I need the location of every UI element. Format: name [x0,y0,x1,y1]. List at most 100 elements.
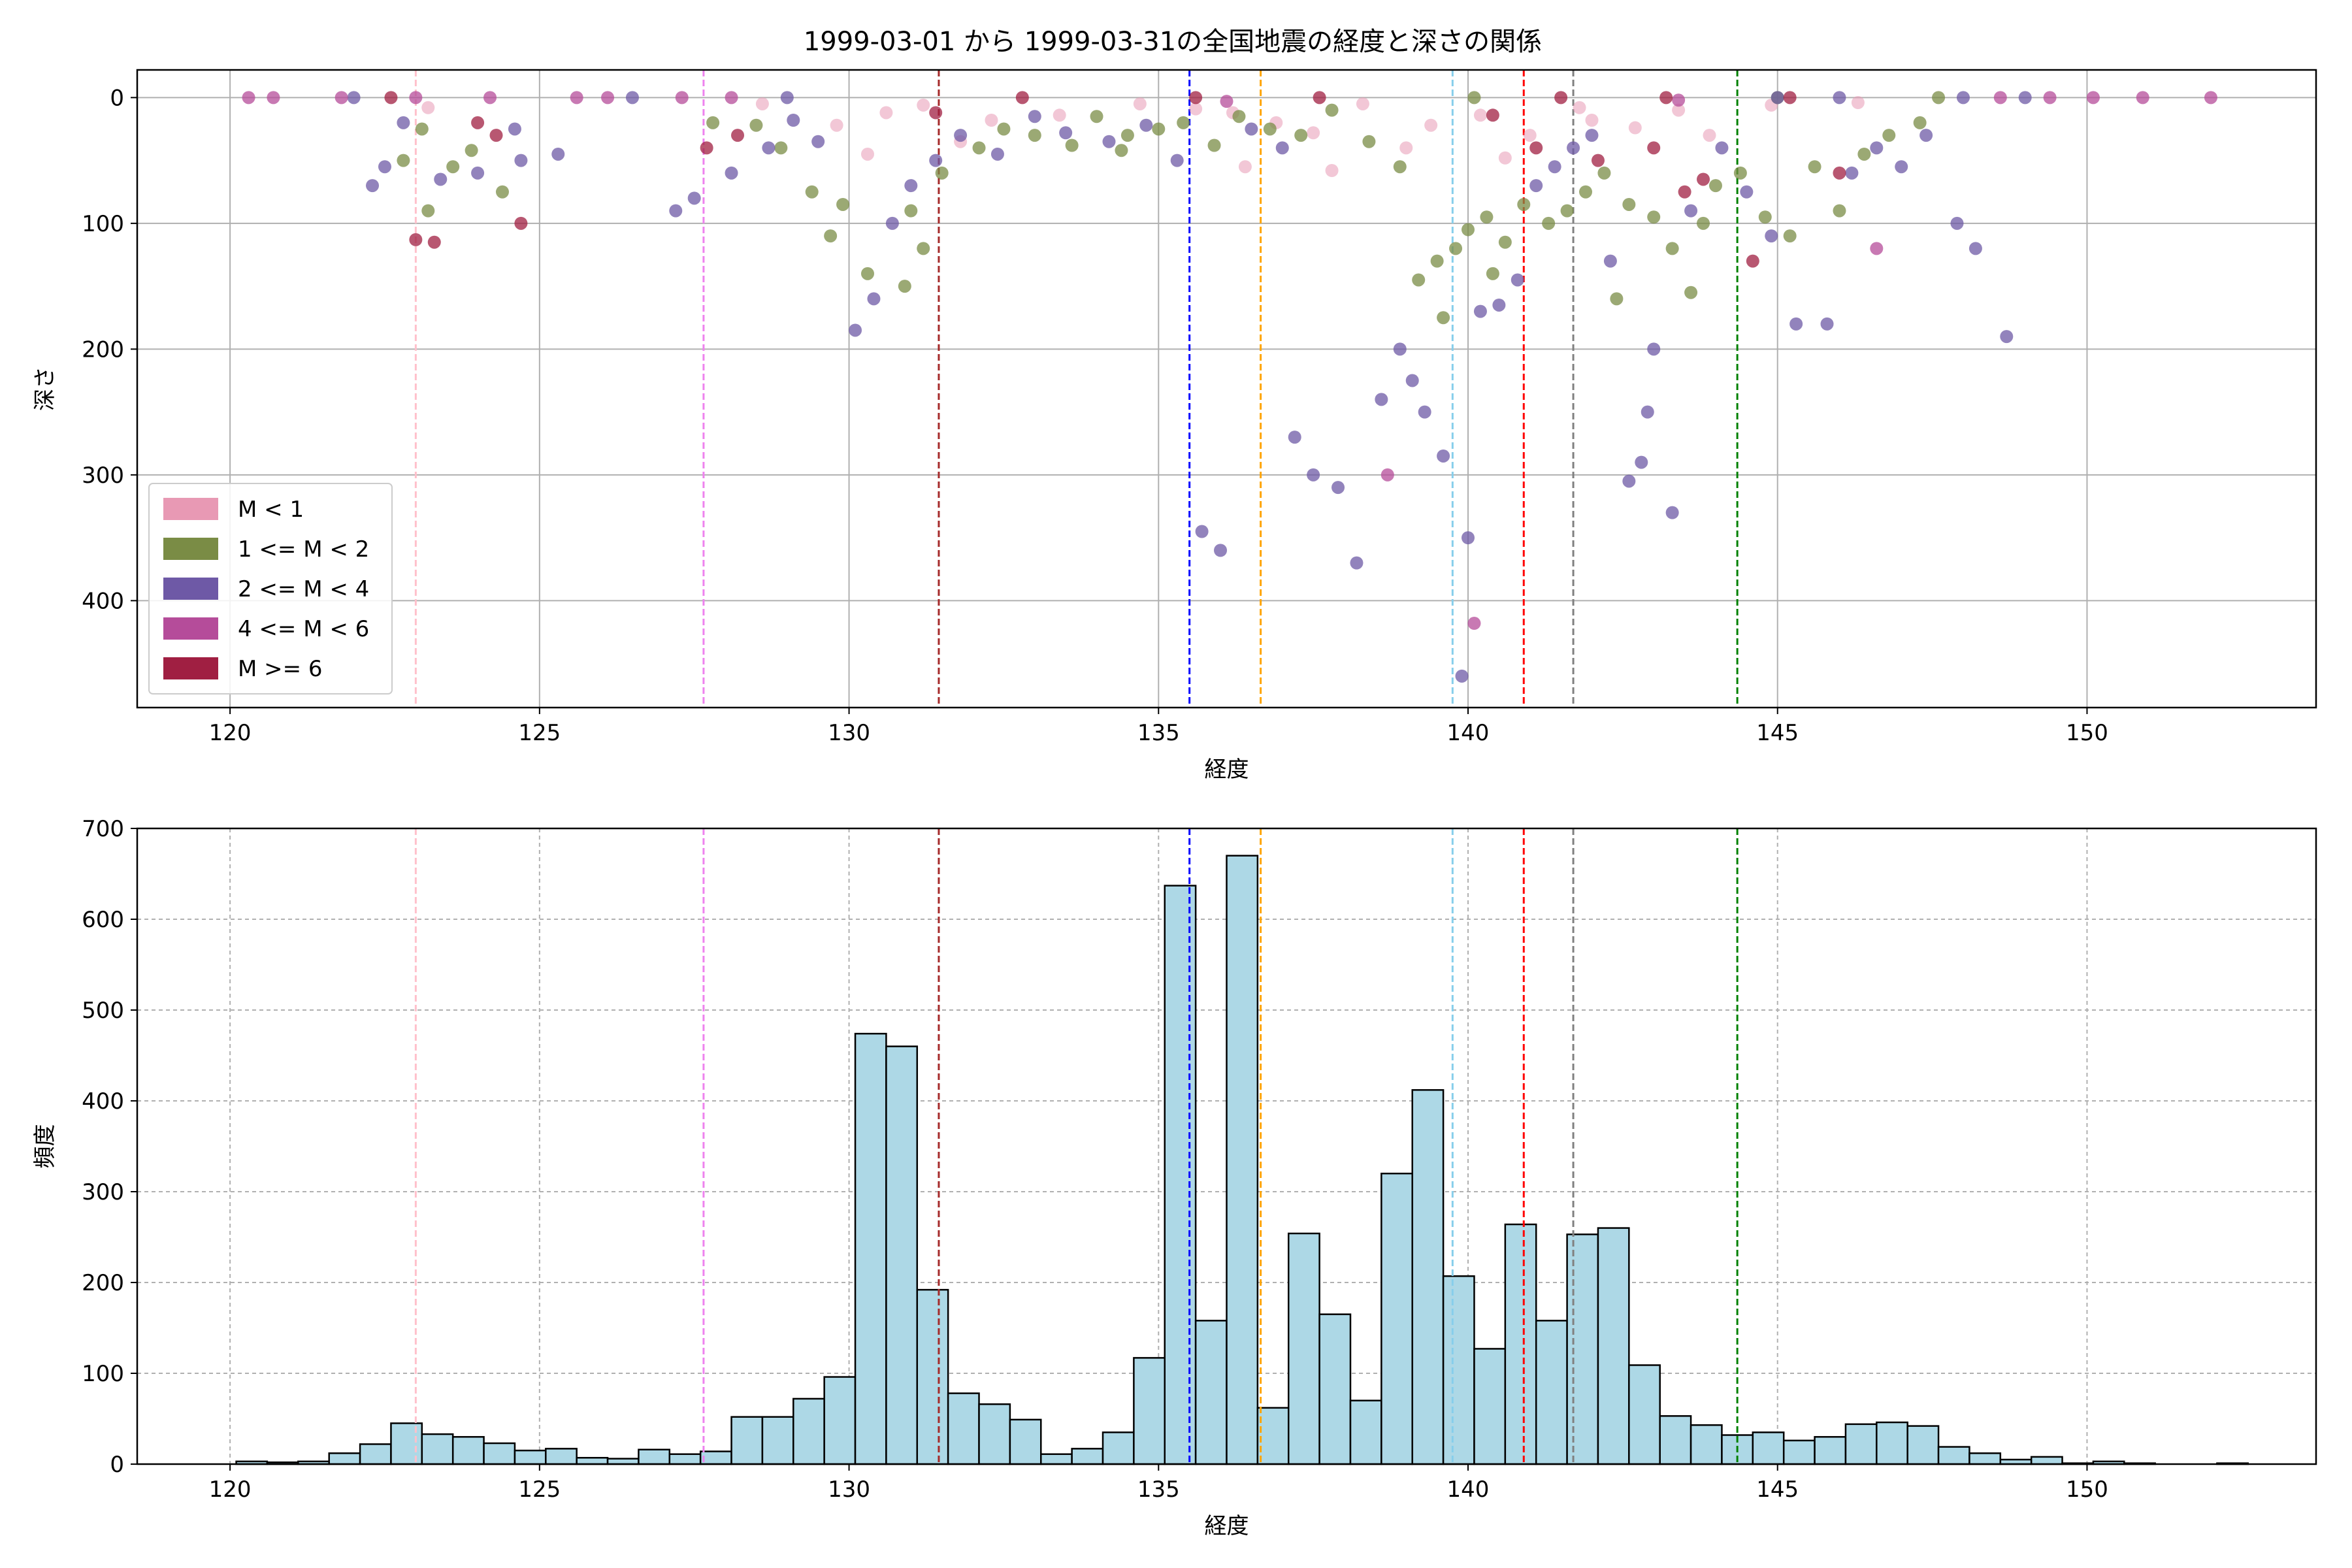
y-tick-label: 600 [82,907,124,933]
x-tick-label: 150 [2066,1477,2108,1503]
scatter-point [434,172,448,186]
scatter-point [1635,455,1648,469]
scatter-point [1362,135,1376,148]
scatter-point [1486,108,1499,122]
scatter-point [954,129,968,142]
x-axis-label: 経度 [1205,1513,1249,1539]
scatter-point [1480,210,1494,224]
scatter-point [1189,91,1203,105]
histogram-bar [1628,1364,1661,1465]
scatter-point [898,280,911,293]
scatter-point [1325,164,1339,178]
y-tick-label: 400 [82,588,124,614]
scatter-point [687,191,701,205]
legend-swatch [163,578,218,600]
histogram-bar [1194,1320,1228,1465]
histogram-bar [916,1288,949,1465]
scatter-point [2043,91,2057,105]
scatter-point [1028,110,1041,123]
scatter-point [1529,179,1543,193]
histogram-bar [606,1458,640,1465]
y-axis-label: 頻度 [32,1124,58,1169]
scatter-point [1659,91,1673,105]
scatter-point [1492,298,1506,312]
scatter-point [1895,160,1908,174]
histogram-bar [1287,1232,1320,1465]
scatter-point [570,91,583,105]
scatter-point [421,101,435,114]
scatter-point [1567,141,1580,155]
y-axis-label: 深さ [32,367,58,411]
legend-swatch [163,538,218,560]
scatter-point [997,122,1011,136]
scatter-point [1554,91,1568,105]
scatter-point [1950,216,1964,230]
scatter-point [1870,141,1884,155]
scatter-point [1820,317,1834,331]
scatter-point [1808,160,1821,174]
scatter-point [1708,179,1722,193]
x-tick-label: 135 [1137,720,1180,746]
scatter-point [1548,160,1561,174]
scatter-point [2086,91,2100,105]
scatter-point [1697,216,1710,230]
scatter-point [700,141,713,155]
histogram-bar [1473,1348,1507,1465]
histogram-bar [1442,1275,1475,1465]
scatter-point [1511,273,1524,287]
scatter-point [514,154,528,167]
scatter-point [1053,108,1066,122]
scatter-point [446,160,460,174]
legend-box [148,483,393,694]
histogram-bar [638,1448,671,1465]
legend-label: 1 <= M < 2 [238,536,369,563]
histogram-bar [1906,1425,1940,1465]
scatter-point [787,114,800,127]
scatter-point [465,144,478,157]
scatter-point [1437,449,1450,463]
scatter-point [780,91,794,105]
x-tick-label: 145 [1756,1477,1799,1503]
scatter-series [384,91,1846,268]
histogram-bar [1318,1313,1352,1465]
histogram-bar [947,1392,980,1465]
scatter-point [1232,110,1246,123]
scatter-point [904,204,918,218]
scatter-point [805,185,819,199]
y-tick-label: 500 [82,998,124,1024]
scatter-point [1956,91,1970,105]
scatter-point [1375,393,1388,406]
scatter-point [811,135,825,148]
histogram-bar [1256,1407,1290,1465]
scatter-point [1542,216,1556,230]
scatter-point [917,98,930,112]
histogram-bar [885,1045,919,1465]
axes-frame [136,69,2317,709]
scatter-point [1603,254,1617,268]
scatter-point [1307,468,1320,482]
scatter-point [1641,405,1654,419]
scatter-point [879,106,893,120]
legend-label: M >= 6 [238,656,323,682]
scatter-point [1015,91,1029,105]
histogram-bar [1164,885,1197,1465]
y-tick-label: 200 [82,336,124,363]
scatter-point [415,122,429,136]
x-tick-label: 150 [2066,720,2108,746]
scatter-point [1473,108,1487,122]
scatter-point [1684,204,1698,218]
scatter-point [384,91,398,105]
scatter-point [1647,210,1661,224]
scatter-point [1833,91,1846,105]
scatter-point [1560,204,1574,218]
histogram-plot: 120 125 130 135 140 145 150 0 100 200 300 400 500 600… [32,816,2317,1539]
scatter-point [725,166,738,180]
histogram-bar [576,1457,609,1465]
histogram-bar [451,1436,485,1465]
scatter-point [421,204,435,218]
scatter-point [824,229,838,243]
scatter-point [1437,311,1450,325]
scatter-point [1120,129,1134,142]
x-tick-label: 135 [1137,1477,1180,1503]
